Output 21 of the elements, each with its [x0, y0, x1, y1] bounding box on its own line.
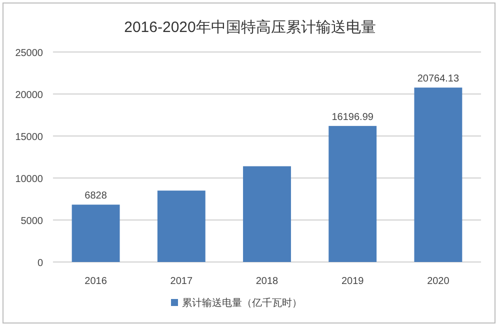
chart-title: 2016-2020年中国特高压累计输送电量	[124, 19, 376, 36]
legend-label: 累计输送电量（亿千瓦时）	[182, 297, 302, 309]
x-tick-label: 2019	[341, 276, 364, 287]
data-label: 6828	[84, 190, 108, 202]
x-tick-label: 2017	[170, 276, 193, 287]
x-tick-label: 2016	[84, 276, 108, 287]
y-tick-label: 20000	[15, 90, 44, 101]
y-tick-label: 25000	[15, 48, 44, 59]
y-tick-label: 10000	[15, 174, 44, 185]
y-tick-label: 5000	[20, 216, 44, 227]
bar	[328, 126, 377, 262]
bar	[414, 88, 462, 262]
x-tick-label: 2018	[256, 276, 279, 287]
x-tick-label: 2020	[427, 276, 450, 287]
data-label: 16196.99	[332, 112, 374, 123]
bar	[243, 166, 291, 262]
y-tick-label: 0	[37, 258, 44, 269]
y-tick-label: 15000	[15, 132, 44, 143]
bar	[72, 204, 120, 262]
bar	[157, 190, 206, 262]
data-label: 20764.13	[417, 74, 460, 85]
